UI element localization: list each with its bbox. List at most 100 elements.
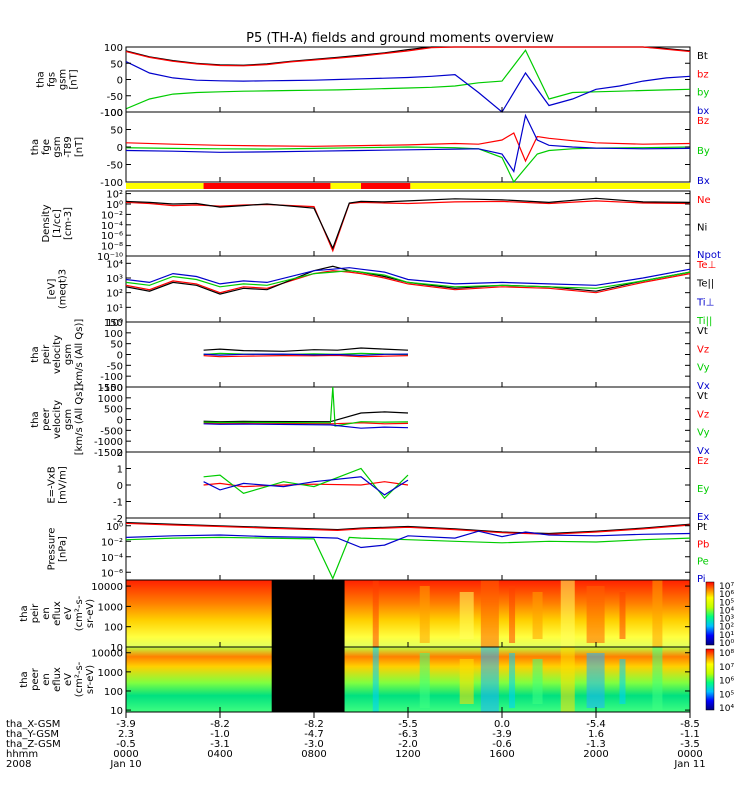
ephemeris-value: -0.6 (492, 739, 512, 750)
series-Ex-line (203, 476, 409, 496)
colorbar-label: 10⁷ (719, 663, 734, 673)
y-axis-label-line: Pressure (47, 528, 58, 571)
ephemeris-value: -3.1 (210, 739, 230, 750)
y-tick-label: 1000 (98, 668, 123, 679)
y-axis-label-line: peir (30, 603, 41, 623)
series-Vy-line (203, 352, 409, 356)
y-tick-label: 10⁰ (106, 318, 123, 329)
y-axis-label-line: peer (41, 407, 52, 431)
y-tick-label: 0 (117, 143, 123, 154)
legend-bz: bz (697, 69, 709, 80)
legend-bx: bx (697, 106, 709, 117)
y-tick-label: 10 (110, 643, 123, 654)
y-axis-label: Pressure[nPa] (47, 528, 69, 571)
y-axis-label-line: eV (63, 673, 74, 686)
panel-fgs: Bt bz by bx 100 50 0 -50 -100 thafgsgsm[nT] (36, 43, 710, 119)
y-axis-label-line: [cm-3] (63, 207, 74, 240)
legend-Vz: Vz (697, 409, 709, 420)
y-axis-label-line: tha (19, 605, 30, 621)
legend-Bt: Bt (697, 51, 708, 62)
y-axis-label-line: en (41, 673, 52, 686)
series-bx-line (125, 61, 691, 113)
y-tick-label: 500 (104, 405, 123, 416)
colorbar-label: 10⁴ (719, 606, 734, 616)
colorbar-label: 10⁶ (719, 677, 734, 687)
y-axis-label-line: tha (30, 346, 41, 362)
spectrogram-stripe (619, 659, 626, 704)
y-tick-label: -100 (100, 108, 123, 119)
ephemeris-value: -1.1 (680, 729, 700, 740)
ephemeris-value: Jan 11 (673, 759, 705, 770)
ephemeris-value: 2.3 (118, 729, 134, 740)
y-tick-label: 100 (104, 623, 123, 634)
y-axis-label-line: sr-eV) (85, 599, 96, 628)
y-tick-label: 50 (110, 59, 123, 70)
mode-bar-segment (126, 183, 204, 189)
series-Ti||-line (125, 270, 691, 289)
legend-Pe: Pe (697, 557, 709, 568)
y-tick-label: -50 (107, 361, 123, 372)
y-axis-label-line: velocity (52, 335, 63, 374)
series-Vx-line (203, 353, 409, 357)
series-Te||-line (125, 265, 691, 295)
mode-bar-segment (330, 183, 361, 189)
y-tick-label: 2 (117, 448, 123, 459)
ephemeris-row-label: tha_Z-GSM (6, 739, 61, 750)
y-tick-label: 10 (110, 706, 123, 717)
y-axis-label-line: [mV/m] (58, 466, 69, 504)
y-axis-label-line: [1/cc] (52, 209, 63, 238)
y-axis-label-line: Density (41, 204, 52, 242)
colorbar-label: 10⁸ (719, 649, 734, 659)
ephemeris-value: 1600 (489, 749, 514, 760)
y-tick-label: -100 (100, 178, 123, 189)
series-Pi-line (125, 530, 691, 549)
series-Vx-line (203, 423, 409, 429)
colorbar-label: 10⁰ (719, 639, 734, 649)
ephemeris-value: 0.0 (494, 719, 510, 730)
y-axis-label-line: tha (30, 139, 41, 155)
y-tick-label: -2 (113, 514, 123, 525)
y-tick-label: 10³ (106, 274, 123, 285)
spectrogram-stripe (509, 653, 516, 708)
legend-Te⊥: Te⊥ (696, 260, 716, 271)
y-tick-label: -1000 (94, 437, 123, 448)
y-axis-label-line: [nPa] (58, 536, 69, 562)
spectrogram-stripe (532, 659, 543, 704)
colorbar-label: 10⁴ (719, 704, 734, 714)
legend-Pb: Pb (697, 539, 709, 550)
panel-fge: Bz By Bx 100 50 0 -50 -100 thafgegsm-T89[nT] (30, 108, 710, 189)
ephemeris-value: -3.9 (116, 719, 136, 730)
y-axis-label-line: [km/s (All Qs)] (74, 384, 85, 456)
y-axis-label-line: tha (19, 671, 30, 687)
y-tick-label: 50 (110, 340, 123, 351)
time-axis-group (125, 712, 691, 718)
y-axis-label-line: sr-eV) (85, 665, 96, 694)
legend-Bx: Bx (697, 176, 710, 187)
y-tick-label: -150 (100, 383, 123, 394)
legend-by: by (697, 88, 709, 99)
ephemeris-row-label: tha_X-GSM (6, 719, 60, 730)
spectrogram-stripe (372, 647, 379, 712)
legend-Vz: Vz (697, 344, 709, 355)
panel-frame (125, 46, 691, 113)
spectrogram-stripe (459, 659, 474, 704)
legend-Vx: Vx (697, 381, 710, 392)
legend-Vy: Vy (697, 428, 710, 439)
ephemeris-value: -8.2 (210, 719, 230, 730)
legend-Vx: Vx (697, 446, 710, 457)
y-axis-label-line: velocity (52, 400, 63, 439)
y-axis-label-line: (cm²-s- (74, 661, 85, 697)
y-tick-label: 10² (106, 289, 123, 300)
legend-By: By (697, 146, 710, 157)
y-tick-label: 0 (117, 76, 123, 87)
y-tick-label: 0 (117, 416, 123, 427)
legend-Pt: Pt (697, 522, 707, 533)
ephemeris-value: -5.4 (586, 719, 606, 730)
spectrogram-stripe (419, 586, 430, 643)
ephemeris-value: 0800 (301, 749, 326, 760)
y-tick-label: 100 (104, 329, 123, 340)
series-Vt-line (203, 347, 409, 352)
y-tick-label: -100 (100, 372, 123, 383)
